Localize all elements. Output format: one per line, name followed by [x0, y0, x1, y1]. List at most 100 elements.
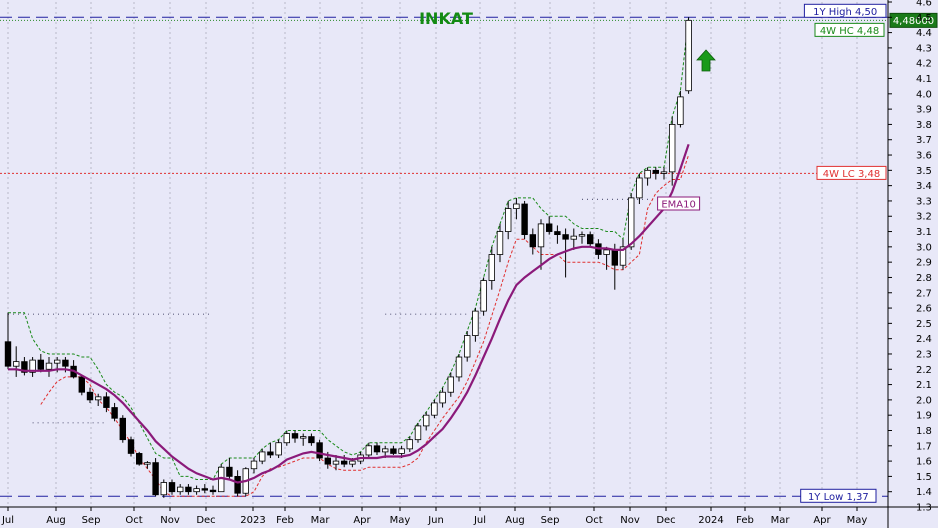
y-tick-label: 2.2	[916, 365, 932, 376]
x-tick-label: Oct	[585, 515, 602, 526]
candle-body	[669, 124, 676, 173]
candle-body	[4, 341, 12, 367]
candle-body	[365, 445, 372, 456]
y-tick-label: 2.0	[916, 395, 932, 406]
candle-body	[619, 246, 627, 266]
candle	[578, 231, 586, 244]
candle-body	[381, 448, 389, 453]
x-tick-label: Mar	[311, 515, 331, 526]
low-1y-label-text: 1Y Low 1,37	[808, 492, 869, 503]
candle-body	[160, 482, 167, 496]
candle	[29, 357, 36, 377]
y-tick-label: 2.8	[916, 273, 932, 284]
candle-body	[86, 391, 94, 401]
x-tick-label: Nov	[160, 515, 180, 526]
candle	[103, 392, 110, 413]
candle-body	[546, 223, 553, 232]
chart-title: INKAT	[419, 9, 473, 28]
candle	[176, 484, 184, 495]
candle-body	[660, 171, 668, 174]
candle	[78, 375, 85, 396]
y-tick-label: 3.2	[916, 212, 932, 223]
candle-body	[193, 488, 200, 493]
x-tick-label: Jun	[427, 515, 444, 526]
candle-body	[283, 433, 290, 444]
ema-layer	[8, 143, 690, 484]
candle	[119, 415, 126, 443]
x-tick-label: Dec	[656, 515, 675, 526]
x-tick-label: Feb	[736, 515, 754, 526]
candle-body	[488, 254, 495, 281]
candle	[496, 223, 504, 263]
candle-body	[373, 445, 381, 453]
candle	[209, 485, 217, 495]
y-tick-label: 1.7	[916, 441, 932, 452]
candle-body	[414, 425, 422, 441]
candle-body	[176, 486, 184, 493]
candle-body	[644, 169, 651, 179]
candle-body	[135, 453, 143, 465]
candle	[537, 219, 545, 270]
x-tick-label: Sep	[541, 515, 560, 526]
candle-body	[226, 466, 233, 477]
candle-body	[111, 407, 118, 419]
x-tick-label: Feb	[276, 515, 294, 526]
candle	[275, 439, 282, 459]
high-1y-label-box	[803, 3, 887, 18]
candle-body	[316, 442, 323, 459]
x-tick-label: Aug	[505, 515, 525, 526]
candle	[21, 357, 28, 376]
candle	[95, 393, 102, 406]
y-tick-label: 4.3	[916, 43, 932, 54]
y-tick-label: 2.4	[916, 334, 932, 345]
candle-body	[685, 19, 692, 92]
candle-body	[472, 310, 479, 337]
candle-body	[152, 462, 159, 496]
candle	[570, 228, 577, 250]
candle-body	[144, 462, 151, 465]
candle-body	[603, 249, 610, 255]
candle	[127, 436, 135, 457]
x-tick-label: Mar	[771, 515, 791, 526]
candle-body	[250, 460, 258, 470]
candle-body	[185, 486, 192, 493]
candle	[521, 200, 528, 240]
candle	[644, 167, 651, 186]
candle-body	[78, 376, 85, 393]
x-tick-label: Apr	[353, 515, 371, 526]
candle	[144, 461, 151, 469]
candle	[365, 442, 372, 459]
y-tick-label: 3.0	[916, 242, 932, 253]
candle-body	[521, 203, 528, 236]
candle-body	[636, 177, 643, 199]
levels-layer	[0, 16, 888, 497]
candle	[373, 442, 381, 455]
candle-body	[677, 96, 684, 125]
candle	[546, 216, 553, 235]
candle	[45, 357, 53, 377]
y-tick-label: 4.2	[916, 59, 932, 70]
candle	[562, 228, 569, 278]
y-tick-label: 3.6	[916, 151, 932, 162]
candle-body	[447, 376, 454, 393]
candle-body	[119, 417, 126, 441]
candle-body	[217, 466, 225, 493]
ema10-line	[8, 143, 690, 484]
candle-body	[201, 488, 208, 491]
candle-body	[45, 362, 53, 370]
candle-body	[209, 489, 217, 493]
candle-body	[480, 280, 487, 312]
x-tick-label: Apr	[813, 515, 831, 526]
y-tick-label: 2.5	[916, 319, 932, 330]
lc-4w-label-text: 4W LC 3,48	[823, 169, 880, 180]
x-axis: Jul Aug Sep Oct Nov Dec 2023 Feb Mar Apr May Jun Jul…	[0, 506, 938, 526]
candle-body	[431, 402, 438, 416]
y-tick-label: 3.5	[916, 166, 932, 177]
candle-body	[513, 203, 520, 209]
candle	[488, 246, 495, 290]
low-1y-label-box	[800, 488, 877, 503]
candle-body	[168, 482, 176, 493]
y-axis: 1.3 1.4 1.5 1.6 1.7 1.8 1.9 2.0 2.1 2.2 2.3 2.4 2.5 2…	[887, 0, 932, 528]
candle	[185, 484, 192, 495]
hc-4w-label: 4W HC 4,48	[814, 22, 885, 37]
